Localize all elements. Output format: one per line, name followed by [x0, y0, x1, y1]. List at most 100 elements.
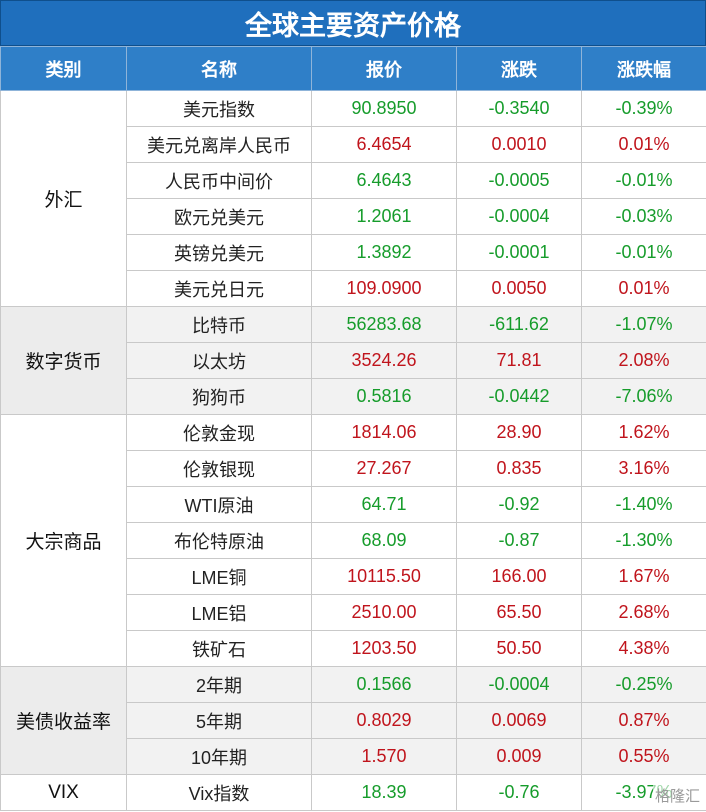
- change-pct-cell: 0.87%: [581, 702, 706, 739]
- change-cell: 65.50: [456, 594, 582, 631]
- price-cell: 64.71: [311, 486, 457, 523]
- change-cell: 0.0010: [456, 126, 582, 163]
- table-row: 数字货币 比特币 56283.68 -611.62 -1.07%: [0, 306, 706, 415]
- change-pct-cell: -0.01%: [581, 162, 706, 199]
- change-pct-cell: -1.30%: [581, 522, 706, 559]
- change-pct-cell: 1.62%: [581, 414, 706, 451]
- price-cell: 90.8950: [311, 90, 457, 127]
- asset-name-cell: 比特币: [126, 306, 312, 343]
- header-price: 报价: [311, 46, 457, 91]
- price-cell: 10115.50: [311, 558, 457, 595]
- table-row: 狗狗币 0.5816 -0.0442 -7.06%: [1, 378, 706, 415]
- asset-name-cell: 布伦特原油: [126, 522, 312, 559]
- price-cell: 1203.50: [311, 630, 457, 667]
- change-cell: 71.81: [456, 342, 582, 379]
- asset-name-cell: 以太坊: [126, 342, 312, 379]
- asset-name-cell: 英镑兑美元: [126, 234, 312, 271]
- category-cell: 数字货币: [0, 306, 127, 415]
- change-cell: -0.87: [456, 522, 582, 559]
- price-cell: 3524.26: [311, 342, 457, 379]
- change-cell: 28.90: [456, 414, 582, 451]
- price-cell: 6.4654: [311, 126, 457, 163]
- change-cell: -0.3540: [456, 90, 582, 127]
- price-cell: 56283.68: [311, 306, 457, 343]
- table-row: LME铝 2510.00 65.50 2.68%: [1, 594, 706, 631]
- asset-name-cell: 10年期: [126, 738, 312, 775]
- price-cell: 0.8029: [311, 702, 457, 739]
- change-pct-cell: -0.39%: [581, 90, 706, 127]
- category-cell: 美债收益率: [0, 666, 127, 775]
- change-cell: 50.50: [456, 630, 582, 667]
- change-cell: -0.0004: [456, 666, 582, 703]
- price-cell: 0.1566: [311, 666, 457, 703]
- asset-name-cell: 铁矿石: [126, 630, 312, 667]
- price-cell: 27.267: [311, 450, 457, 487]
- change-pct-cell: 0.01%: [581, 126, 706, 163]
- table-row: 10年期 1.570 0.009 0.55%: [1, 738, 706, 775]
- table-header-row: 类别 名称 报价 涨跌 涨跌幅: [0, 46, 706, 91]
- table-row: 以太坊 3524.26 71.81 2.08%: [1, 342, 706, 379]
- page-title: 全球主要资产价格: [0, 0, 706, 46]
- change-cell: 166.00: [456, 558, 582, 595]
- category-cell: VIX: [0, 774, 127, 811]
- price-cell: 18.39: [311, 774, 457, 811]
- table-row: 5年期 0.8029 0.0069 0.87%: [1, 702, 706, 739]
- table-row: 人民币中间价 6.4643 -0.0005 -0.01%: [1, 162, 706, 199]
- table-row: 外汇 美元指数 90.8950 -0.3540 -0.39%: [0, 90, 706, 307]
- asset-name-cell: LME铝: [126, 594, 312, 631]
- change-pct-cell: 1.67%: [581, 558, 706, 595]
- table-row: 美债收益率 2年期 0.1566 -0.0004 -0.25%: [0, 666, 706, 775]
- category-cell: 大宗商品: [0, 414, 127, 667]
- change-pct-cell: -0.01%: [581, 234, 706, 271]
- asset-table: 类别 名称 报价 涨跌 涨跌幅 外汇 美元指数 90.8950 -0.3540 -0.3…: [0, 46, 706, 811]
- asset-name-cell: 美元指数: [126, 90, 312, 127]
- table-row: 美元兑离岸人民币 6.4654 0.0010 0.01%: [1, 126, 706, 163]
- table-row: 铁矿石 1203.50 50.50 4.38%: [1, 630, 706, 667]
- change-pct-cell: -1.40%: [581, 486, 706, 523]
- asset-name-cell: 人民币中间价: [126, 162, 312, 199]
- price-cell: 6.4643: [311, 162, 457, 199]
- price-cell: 1814.06: [311, 414, 457, 451]
- asset-name-cell: LME铜: [126, 558, 312, 595]
- price-cell: 1.3892: [311, 234, 457, 271]
- header-change-pct: 涨跌幅: [581, 46, 706, 91]
- change-cell: -611.62: [456, 306, 582, 343]
- price-cell: 109.0900: [311, 270, 457, 307]
- header-category: 类别: [0, 46, 127, 91]
- change-pct-cell: 3.16%: [581, 450, 706, 487]
- change-cell: 0.835: [456, 450, 582, 487]
- change-cell: -0.0442: [456, 378, 582, 415]
- change-cell: 0.009: [456, 738, 582, 775]
- asset-name-cell: 2年期: [126, 666, 312, 703]
- change-cell: -0.76: [456, 774, 582, 811]
- asset-name-cell: 狗狗币: [126, 378, 312, 415]
- price-cell: 1.2061: [311, 198, 457, 235]
- change-cell: 0.0069: [456, 702, 582, 739]
- change-cell: -0.92: [456, 486, 582, 523]
- change-cell: -0.0004: [456, 198, 582, 235]
- asset-name-cell: WTI原油: [126, 486, 312, 523]
- asset-name-cell: 5年期: [126, 702, 312, 739]
- change-pct-cell: 0.55%: [581, 738, 706, 775]
- asset-name-cell: Vix指数: [126, 774, 312, 811]
- change-pct-cell: 0.01%: [581, 270, 706, 307]
- table-body: 外汇 美元指数 90.8950 -0.3540 -0.39% 美元兑离岸人民币 6.4654…: [0, 90, 706, 811]
- change-cell: 0.0050: [456, 270, 582, 307]
- change-pct-cell: -1.07%: [581, 306, 706, 343]
- change-cell: -0.0001: [456, 234, 582, 271]
- watermark-label: 格隆汇: [652, 785, 702, 806]
- change-pct-cell: -7.06%: [581, 378, 706, 415]
- table-row: WTI原油 64.71 -0.92 -1.40%: [1, 486, 706, 523]
- asset-name-cell: 美元兑离岸人民币: [126, 126, 312, 163]
- asset-name-cell: 伦敦金现: [126, 414, 312, 451]
- table-row: 布伦特原油 68.09 -0.87 -1.30%: [1, 522, 706, 559]
- asset-name-cell: 伦敦银现: [126, 450, 312, 487]
- table-row: 英镑兑美元 1.3892 -0.0001 -0.01%: [1, 234, 706, 271]
- table-row: 伦敦银现 27.267 0.835 3.16%: [1, 450, 706, 487]
- table-row: 大宗商品 伦敦金现 1814.06 28.90 1.62%: [0, 414, 706, 667]
- price-cell: 0.5816: [311, 378, 457, 415]
- change-pct-cell: 4.38%: [581, 630, 706, 667]
- header-name: 名称: [126, 46, 312, 91]
- price-cell: 2510.00: [311, 594, 457, 631]
